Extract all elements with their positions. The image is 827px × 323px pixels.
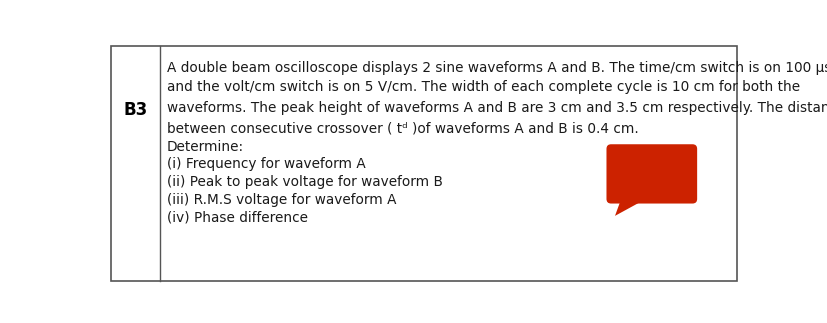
Text: B3: B3: [123, 101, 147, 120]
Text: between consecutive crossover ( tᵈ )of waveforms A and B is 0.4 cm.: between consecutive crossover ( tᵈ )of w…: [167, 121, 638, 135]
Text: (iv) Phase difference: (iv) Phase difference: [167, 210, 308, 224]
Text: A double beam oscilloscope displays 2 sine waveforms A and B. The time/cm switch: A double beam oscilloscope displays 2 si…: [167, 61, 827, 75]
Text: waveforms. The peak height of waveforms A and B are 3 cm and 3.5 cm respectively: waveforms. The peak height of waveforms …: [167, 101, 827, 115]
FancyBboxPatch shape: [605, 144, 696, 203]
Polygon shape: [614, 199, 645, 216]
Text: (ii) Peak to peak voltage for waveform B: (ii) Peak to peak voltage for waveform B: [167, 175, 442, 189]
Text: and the volt/cm switch is on 5 V/cm. The width of each complete cycle is 10 cm f: and the volt/cm switch is on 5 V/cm. The…: [167, 80, 799, 94]
Text: (iii) R.M.S voltage for waveform A: (iii) R.M.S voltage for waveform A: [167, 193, 396, 207]
Text: (i) Frequency for waveform A: (i) Frequency for waveform A: [167, 157, 366, 171]
Text: Determine:: Determine:: [167, 140, 244, 153]
